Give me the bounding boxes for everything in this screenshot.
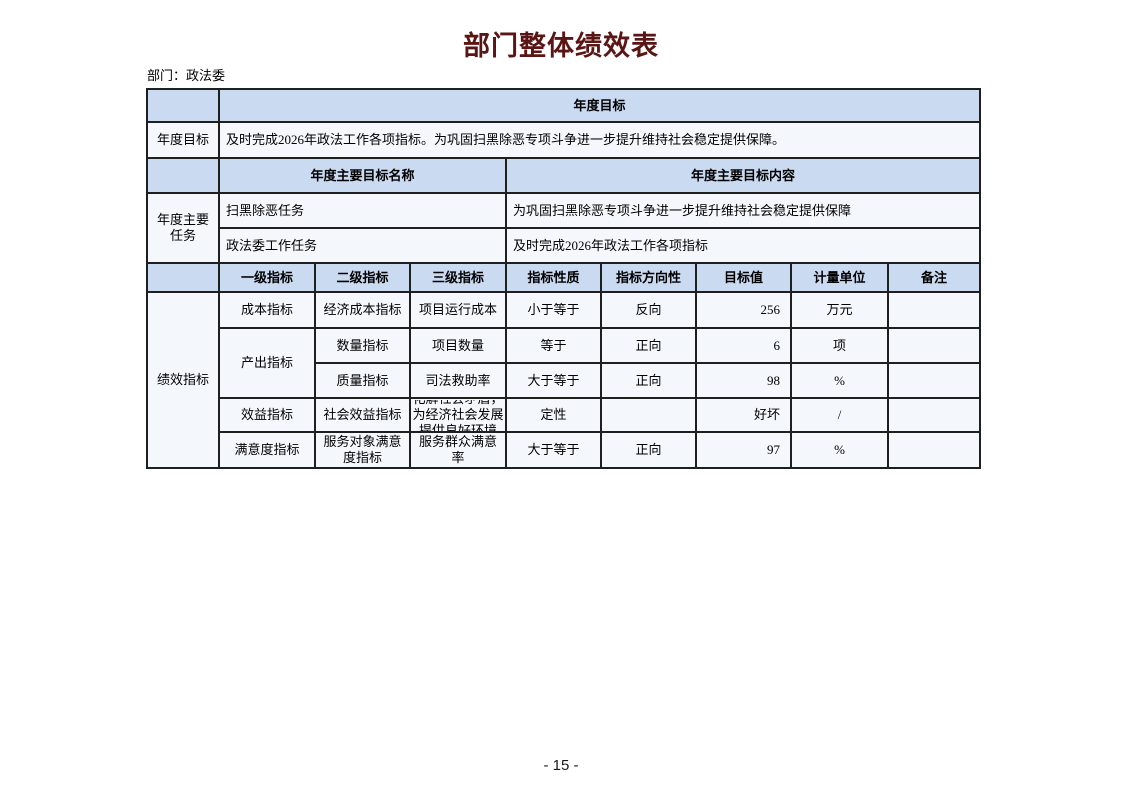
- cell-direction: [600, 397, 697, 433]
- cell-level1: 效益指标: [218, 397, 316, 433]
- cell-level1: 满意度指标: [218, 431, 316, 469]
- indicator-row: 绩效指标 成本指标 经济成本指标 项目运行成本 小于等于 反向 256 万元: [146, 291, 982, 469]
- cell-unit: /: [790, 397, 889, 433]
- cell-note: [886, 327, 982, 364]
- cell-level2: 经济成本指标: [314, 291, 411, 329]
- cell-level3: 司法救助率: [409, 362, 507, 399]
- cell-level2: 数量指标: [314, 327, 411, 364]
- annual-goal-header-row: 年度目标: [146, 88, 982, 123]
- cell-target: 98: [695, 362, 792, 399]
- task-name: 政法委工作任务: [218, 227, 507, 264]
- cell-level3: 项目数量: [409, 327, 507, 364]
- department-label: 部门：政法委: [147, 68, 226, 83]
- col-header-direction: 指标方向性: [600, 262, 697, 293]
- cell-note: [886, 362, 982, 399]
- col-header-target: 目标值: [695, 262, 792, 293]
- corner-cell: [146, 262, 220, 293]
- cell-target: 好坏: [695, 397, 792, 433]
- task-name-header: 年度主要目标名称: [218, 157, 507, 194]
- overflowing-text: 化解社会矛盾，为经济社会发展提供良好环境: [412, 400, 504, 431]
- task-row: 政法委工作任务 及时完成2026年政法工作各项指标: [147, 227, 982, 264]
- col-header-level2: 二级指标: [314, 262, 411, 293]
- cell-level3: 化解社会矛盾，为经济社会发展提供良好环境: [409, 397, 507, 433]
- cell-unit: %: [790, 431, 889, 469]
- cell-nature: 大于等于: [505, 431, 602, 469]
- cell-nature: 小于等于: [505, 291, 602, 329]
- page-number: - 15 -: [543, 757, 579, 774]
- cell-unit: 项: [790, 327, 889, 364]
- cell-direction: 正向: [600, 362, 697, 399]
- cell-nature: 大于等于: [505, 362, 602, 399]
- corner-cell: [146, 157, 220, 194]
- indicator-row: 质量指标 司法救助率 大于等于 正向 98 %: [147, 362, 982, 399]
- cell-target: 97: [695, 431, 792, 469]
- cell-nature: 定性: [505, 397, 602, 433]
- corner-cell: [146, 88, 220, 123]
- cell-level1: 成本指标: [218, 291, 316, 329]
- cell-level2: 社会效益指标: [314, 397, 411, 433]
- task-content: 及时完成2026年政法工作各项指标: [504, 227, 982, 264]
- cell-level3: 服务群众满意率: [409, 431, 507, 469]
- cell-level2: 服务对象满意度指标: [314, 431, 411, 469]
- task-content-header: 年度主要目标内容: [504, 157, 982, 194]
- cell-level1: 产出指标: [218, 327, 316, 399]
- cell-target: 256: [695, 291, 792, 329]
- col-header-nature: 指标性质: [505, 262, 602, 293]
- indicator-row: 满意度指标 服务对象满意度指标 服务群众满意率 大于等于 正向 97 %: [147, 431, 982, 469]
- cell-level2: 质量指标: [314, 362, 411, 399]
- indicator-header-row: 一级指标 二级指标 三级指标 指标性质 指标方向性 目标值 计量单位 备注: [146, 262, 982, 293]
- cell-target: 6: [695, 327, 792, 364]
- annual-goal-header: 年度目标: [217, 88, 982, 123]
- indicators-row-label: 绩效指标: [146, 291, 220, 469]
- performance-table: 年度目标 年度目标 及时完成2026年政法工作各项指标。为巩固扫黑除恶专项斗争进…: [146, 88, 982, 469]
- page-title: 部门整体绩效表: [463, 31, 659, 61]
- col-header-level1: 一级指标: [218, 262, 316, 293]
- cell-unit: 万元: [790, 291, 889, 329]
- task-content: 为巩固扫黑除恶专项斗争进一步提升维持社会稳定提供保障: [504, 192, 982, 229]
- cell-note: [886, 291, 982, 329]
- cell-direction: 正向: [600, 327, 697, 364]
- cell-level3: 项目运行成本: [409, 291, 507, 329]
- col-header-level3: 三级指标: [409, 262, 507, 293]
- annual-goal-content: 及时完成2026年政法工作各项指标。为巩固扫黑除恶专项斗争进一步提升维持社会稳定…: [217, 121, 982, 159]
- main-tasks-header-row: 年度主要目标名称 年度主要目标内容: [146, 157, 982, 194]
- indicator-row: 产出指标 数量指标 项目数量 等于 正向 6 项: [147, 327, 982, 399]
- annual-goal-row: 年度目标 及时完成2026年政法工作各项指标。为巩固扫黑除恶专项斗争进一步提升维…: [146, 121, 982, 159]
- cell-direction: 反向: [600, 291, 697, 329]
- cell-note: [886, 397, 982, 433]
- col-header-unit: 计量单位: [790, 262, 889, 293]
- cell-direction: 正向: [600, 431, 697, 469]
- indicator-row: 效益指标 社会效益指标 化解社会矛盾，为经济社会发展提供良好环境 定性 好坏 /: [147, 397, 982, 433]
- main-tasks-row-label: 年度主要任务: [146, 192, 220, 264]
- col-header-note: 备注: [886, 262, 982, 293]
- task-row: 年度主要任务 扫黑除恶任务 为巩固扫黑除恶专项斗争进一步提升维持社会稳定提供保障: [146, 192, 982, 264]
- annual-goal-row-label: 年度目标: [146, 121, 220, 159]
- task-name: 扫黑除恶任务: [218, 192, 507, 229]
- cell-unit: %: [790, 362, 889, 399]
- cell-nature: 等于: [505, 327, 602, 364]
- cell-note: [886, 431, 982, 469]
